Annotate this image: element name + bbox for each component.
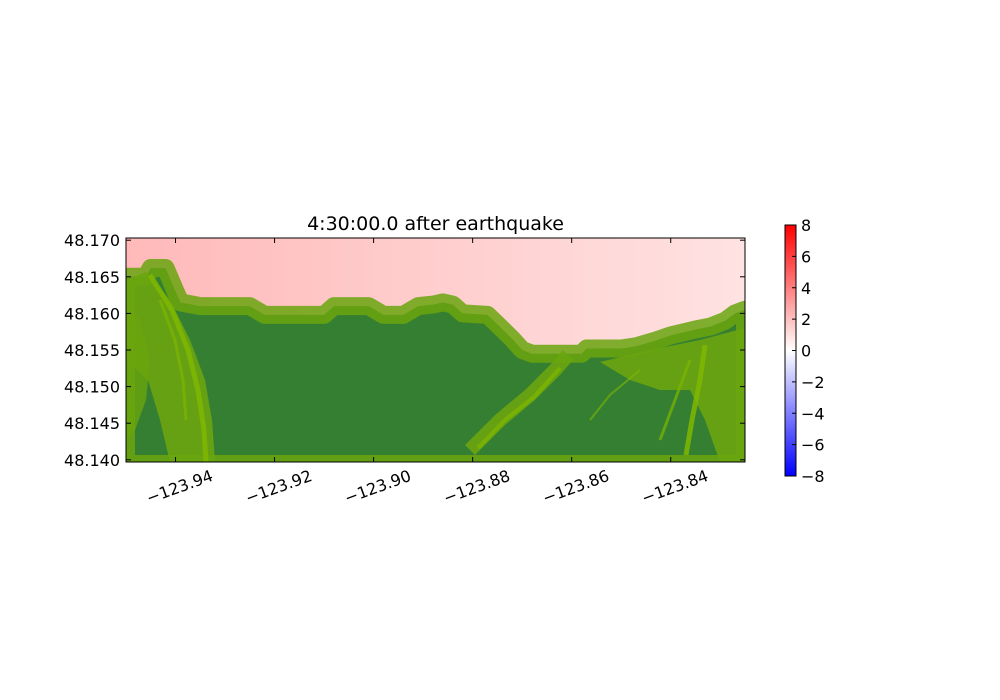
central-ridge [476, 366, 562, 450]
east-ridge [683, 344, 708, 456]
y-tick-label: 48.140 [64, 451, 120, 470]
colorbar-tick-label: −8 [801, 467, 825, 486]
colorbar-ticks: 8 6 4 2 0 −2 −4 −6 −8 [792, 216, 825, 486]
x-tick-label: −123.92 [243, 466, 315, 508]
colorbar-tick-label: 0 [801, 342, 811, 361]
terrain-features [126, 259, 745, 462]
colorbar-tick-label: −2 [801, 373, 825, 392]
y-tick-label: 48.165 [64, 268, 120, 287]
west-ridge [147, 273, 209, 462]
colorbar-tick-label: 4 [801, 279, 811, 298]
west-ridge-2 [158, 299, 188, 421]
y-tick-label: 48.155 [64, 341, 120, 360]
y-tick-label: 48.145 [64, 414, 120, 433]
colorbar-tick-label: 6 [801, 247, 811, 266]
colorbar-tick-label: 2 [801, 310, 811, 329]
x-tick-label: −123.88 [441, 466, 513, 508]
colorbar-tick-label: 8 [801, 216, 811, 235]
east-ridge-2 [658, 359, 692, 441]
east-ridge-3 [589, 369, 641, 421]
x-tick-label: −123.86 [540, 466, 612, 508]
colorbar-tick-label: −6 [801, 436, 825, 455]
central-valley [465, 350, 574, 455]
y-axis: 48.170 48.165 48.160 48.155 48.150 48.145 48.1… [64, 231, 745, 470]
x-tick-label: −123.94 [144, 466, 216, 508]
x-tick-label: −123.90 [342, 466, 414, 508]
west-hillside [126, 272, 215, 462]
y-tick-label: 48.150 [64, 378, 120, 397]
coastal-slope [126, 259, 745, 462]
plot-area [126, 238, 745, 462]
y-tick-label: 48.170 [64, 231, 120, 250]
east-hillside [600, 328, 745, 462]
x-tick-label: −123.84 [639, 466, 711, 508]
chart-title: 4:30:00.0 after earthquake [307, 213, 564, 235]
colorbar-tick-label: −4 [801, 404, 825, 423]
y-tick-label: 48.160 [64, 304, 120, 323]
colorbar: 8 6 4 2 0 −2 −4 −6 −8 [784, 216, 825, 486]
west-slope [126, 300, 150, 440]
